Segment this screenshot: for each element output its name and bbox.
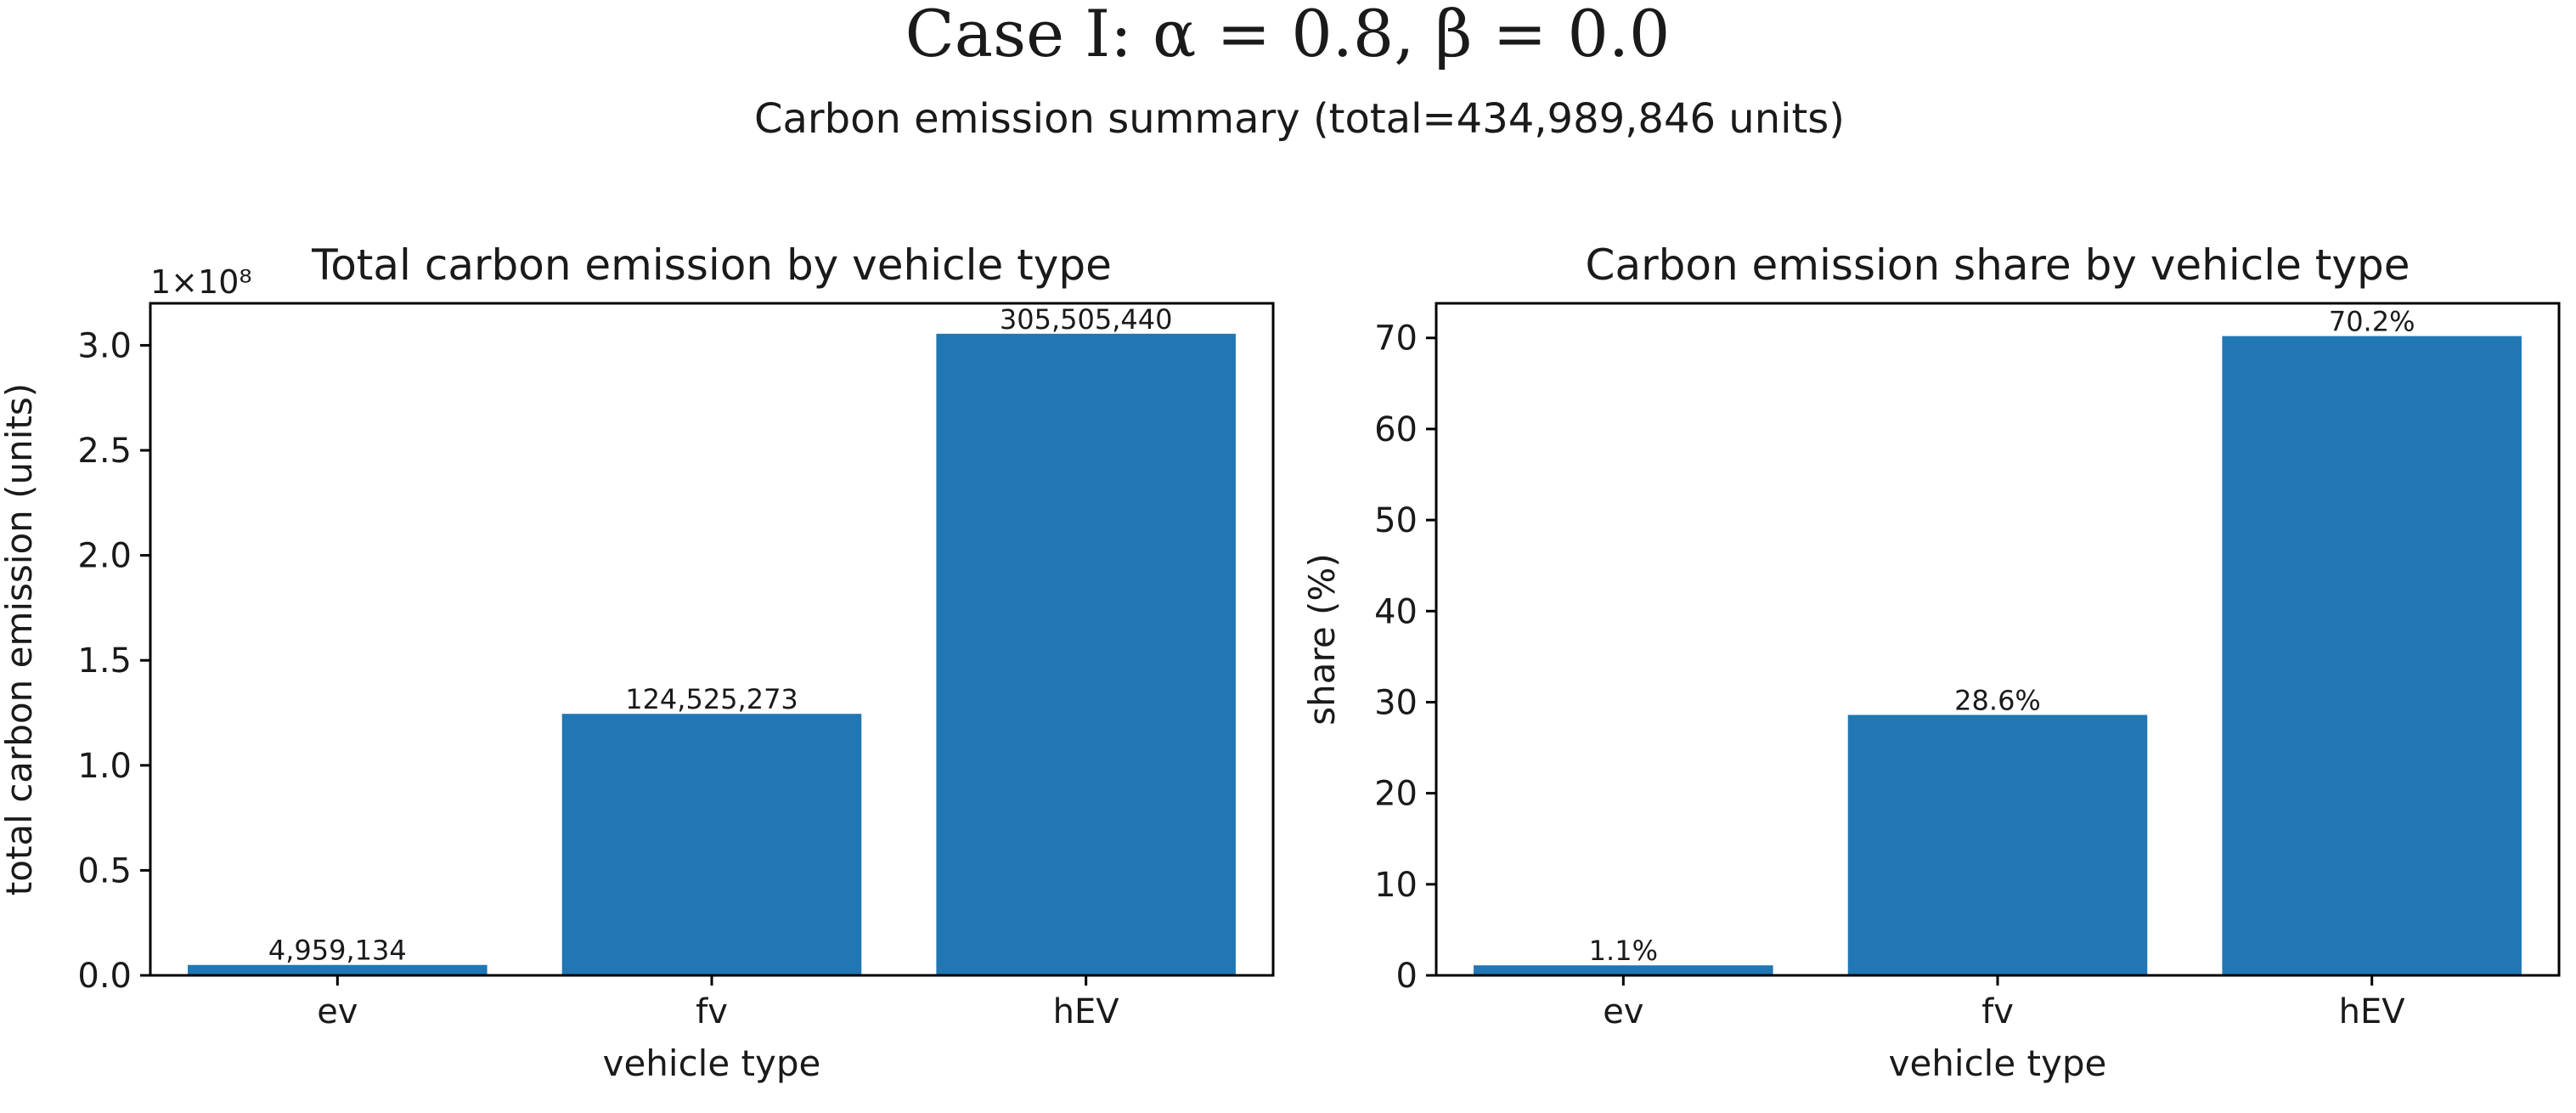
y-tick-label: 10: [1374, 866, 1418, 905]
chart-title: Carbon emission share by vehicle type: [1586, 240, 2410, 290]
emission-share-chart: Carbon emission share by vehicle type 1.1…: [1301, 240, 2561, 1084]
bar-ev: [188, 964, 488, 975]
bar-value-label: 70.2%: [2329, 306, 2415, 338]
bar-value-label: 305,505,440: [1000, 303, 1173, 336]
x-tick-label: fv: [696, 992, 728, 1031]
bar-value-label: 124,525,273: [625, 683, 798, 715]
y-tick-label: 3.0: [77, 326, 132, 365]
x-axis-label: vehicle type: [603, 1042, 821, 1084]
bar-value-label: 28.6%: [1954, 684, 2041, 716]
figure-suptitle: Case I: α = 0.8, β = 0.0: [905, 0, 1671, 71]
bar-hEV: [936, 333, 1236, 975]
y-tick-label: 70: [1374, 319, 1418, 359]
emission-total-chart: Total carbon emission by vehicle type 4,9…: [0, 240, 1275, 1084]
bar-fv: [1847, 715, 2148, 975]
chart-title: Total carbon emission by vehicle type: [311, 240, 1112, 290]
y-tick-label: 2.0: [77, 537, 132, 576]
axes-frame: [1435, 302, 2561, 977]
x-tick-label: ev: [317, 992, 358, 1031]
y-axis-offset-label: 1×10⁸: [150, 263, 252, 301]
bar-ev: [1474, 965, 1773, 975]
y-axis-label: share (%): [1301, 553, 1343, 725]
y-axis-label: total carbon emission (units): [0, 383, 40, 895]
y-tick-label: 50: [1374, 501, 1418, 540]
y-tick-label: 40: [1374, 592, 1418, 631]
y-tick-label: 60: [1374, 410, 1418, 449]
x-tick-label: hEV: [2339, 992, 2406, 1031]
figure-subtitle: Carbon emission summary (total=434,989,8…: [754, 95, 1845, 143]
y-tick-label: 2.5: [77, 432, 132, 471]
bar-hEV: [2222, 336, 2522, 976]
bar-fv: [561, 714, 862, 975]
y-tick-label: 0: [1396, 957, 1418, 996]
y-tick-label: 30: [1374, 683, 1418, 722]
x-tick-label: hEV: [1053, 992, 1120, 1031]
bar-value-label: 4,959,134: [268, 935, 407, 967]
y-tick-label: 20: [1374, 775, 1418, 814]
y-tick-label: 0.0: [77, 957, 132, 996]
y-tick-label: 0.5: [77, 851, 132, 890]
x-tick-label: fv: [1981, 992, 2014, 1031]
bar-value-label: 1.1%: [1589, 935, 1658, 967]
x-tick-label: ev: [1603, 992, 1643, 1031]
x-axis-label: vehicle type: [1889, 1042, 2107, 1084]
y-tick-label: 1.0: [77, 747, 132, 786]
axes-frame: [149, 302, 1275, 977]
y-tick-label: 1.5: [77, 641, 132, 681]
